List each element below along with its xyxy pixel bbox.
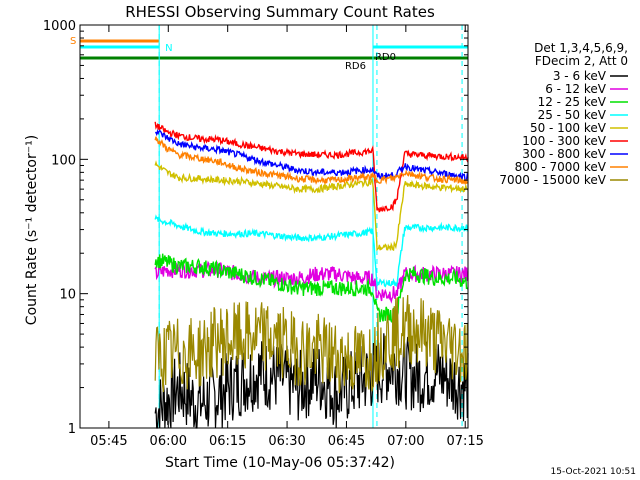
x-tick-label-1: 06:00 (150, 434, 187, 449)
x-axis-label: Start Time (10-May-06 05:37:42) (165, 455, 395, 471)
legend-label-4: 50 - 100 keV (530, 121, 607, 135)
flag-n-label: N (165, 43, 172, 54)
axes: 05:45 06:00 06:15 06:30 06:45 07:00 07:15 1 10 10… (43, 19, 484, 449)
x-tick-label-2: 06:15 (209, 434, 246, 449)
y-tick-label-0: 1 (68, 422, 76, 437)
series-line-5 (154, 121, 469, 213)
state-flags: S N RD0 RD6 (70, 36, 468, 72)
plot-frame (79, 24, 469, 429)
y-tick-label-3: 1000 (43, 19, 76, 34)
x-tick-label-4: 06:45 (328, 434, 365, 449)
series-line-1 (154, 260, 469, 304)
legend-label-1: 6 - 12 keV (545, 82, 607, 96)
legend-header-1: FDecim 2, Att 0 (535, 54, 628, 68)
legend-label-3: 25 - 50 keV (538, 108, 607, 122)
series-line-7 (154, 136, 469, 185)
legend-label-2: 12 - 25 keV (538, 95, 607, 109)
x-tick-label-3: 06:30 (268, 434, 305, 449)
chart-title: RHESSI Observing Summary Count Rates (125, 3, 435, 21)
legend-label-6: 300 - 800 keV (522, 147, 606, 161)
series-lines (154, 121, 469, 429)
x-tick-label-6: 07:15 (446, 434, 483, 449)
x-tick-label-5: 07:00 (387, 434, 424, 449)
timestamp: 15-Oct-2021 10:51 (551, 467, 636, 477)
legend: Det 1,3,4,5,6,9,FDecim 2, Att 03 - 6 keV… (499, 41, 628, 187)
series-line-4 (154, 160, 469, 252)
legend-label-7: 800 - 7000 keV (515, 160, 607, 174)
y-tick-label-1: 10 (59, 288, 76, 303)
legend-header-0: Det 1,3,4,5,6,9, (534, 41, 628, 55)
flag-rd6-label: RD6 (345, 61, 366, 72)
series-line-2 (154, 253, 469, 324)
series-line-6 (155, 129, 469, 181)
series-line-8 (154, 294, 469, 394)
x-tick-label-0: 05:45 (90, 434, 127, 449)
flag-s-label: S (70, 36, 76, 47)
legend-label-5: 100 - 300 keV (522, 134, 606, 148)
series-line-3 (154, 214, 469, 288)
flag-rd0-label: RD0 (375, 52, 396, 63)
legend-label-8: 7000 - 15000 keV (499, 173, 606, 187)
y-axis-label: Count Rate (s⁻¹ detector⁻¹) (24, 135, 40, 325)
legend-label-0: 3 - 6 keV (553, 69, 607, 83)
y-tick-label-2: 100 (51, 153, 76, 168)
series-line-0 (154, 333, 469, 429)
